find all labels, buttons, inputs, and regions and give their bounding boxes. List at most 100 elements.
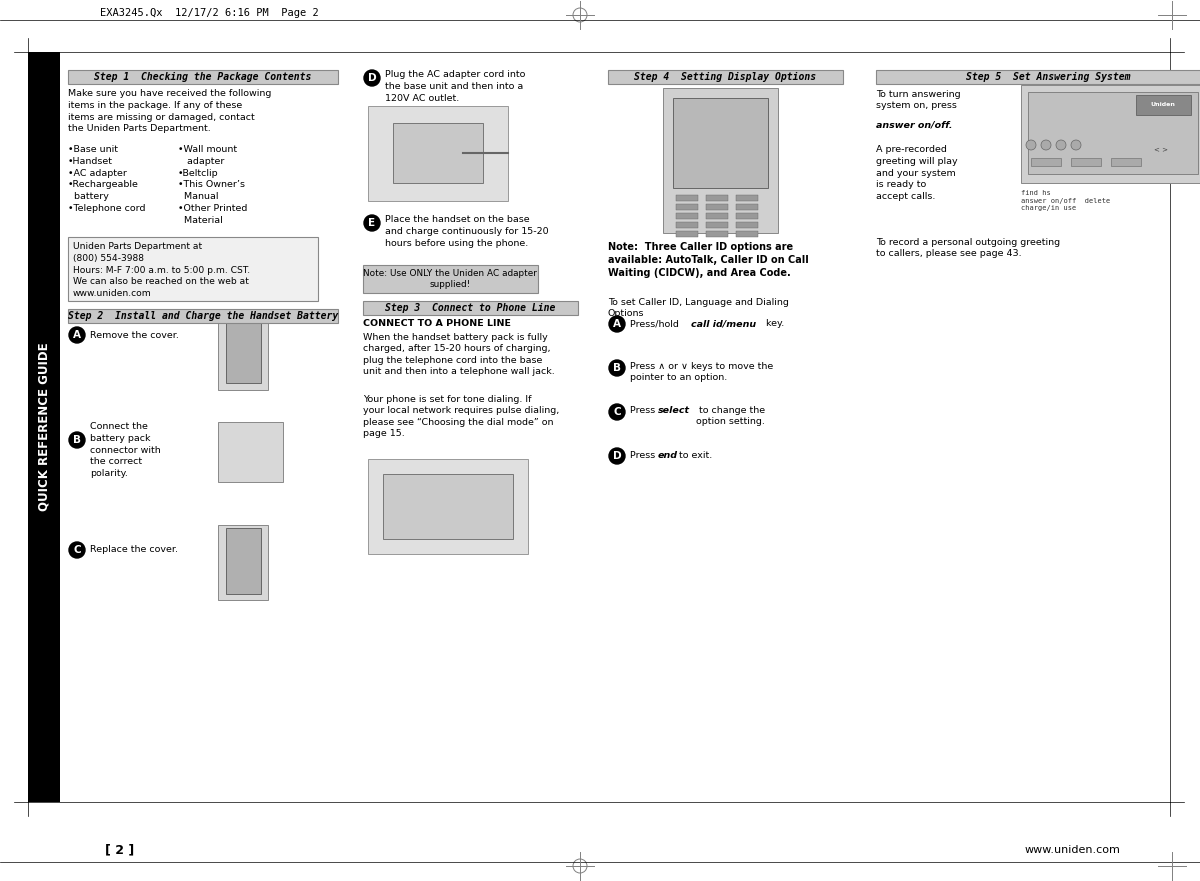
Text: C: C (613, 407, 620, 417)
Text: A pre-recorded
greeting will play
and your system
is ready to
accept calls.: A pre-recorded greeting will play and yo… (876, 145, 958, 201)
Text: Plug the AC adapter cord into
the base unit and then into a
120V AC outlet.: Plug the AC adapter cord into the base u… (385, 70, 526, 102)
Bar (383, 474, 514, 539)
Text: Step 3  Connect to Phone Line: Step 3 Connect to Phone Line (385, 303, 556, 313)
Circle shape (70, 542, 85, 558)
Text: To set Caller ID, Language and Dialing
Options: To set Caller ID, Language and Dialing O… (608, 298, 788, 318)
Text: end: end (658, 451, 678, 461)
Bar (368, 459, 528, 554)
Text: Your phone is set for tone dialing. If
your local network requires pulse dialing: Your phone is set for tone dialing. If y… (364, 395, 559, 439)
Bar (364, 301, 578, 315)
Bar (218, 525, 268, 600)
Bar (1136, 95, 1190, 115)
Text: [ 2 ]: [ 2 ] (106, 843, 134, 856)
Circle shape (364, 70, 380, 86)
Text: Press: Press (630, 451, 659, 461)
Text: C: C (73, 545, 80, 555)
Bar (608, 70, 842, 84)
Bar (706, 195, 728, 201)
Text: Note: Use ONLY the Uniden AC adapter
supplied!: Note: Use ONLY the Uniden AC adapter sup… (364, 269, 536, 289)
Text: Step 2  Install and Charge the Handset Battery: Step 2 Install and Charge the Handset Ba… (68, 311, 338, 321)
Circle shape (1056, 140, 1066, 150)
Text: Note:  Three Caller ID options are
available: AutoTalk, Caller ID on Call
Waitin: Note: Three Caller ID options are availa… (608, 242, 809, 278)
Text: Press ∧ or ∨ keys to move the
pointer to an option.: Press ∧ or ∨ keys to move the pointer to… (630, 362, 773, 382)
Bar (1072, 158, 1102, 166)
Bar (676, 222, 698, 228)
Bar (68, 237, 318, 301)
Text: To record a personal outgoing greeting
to callers, please see page 43.: To record a personal outgoing greeting t… (876, 238, 1060, 258)
Text: D: D (367, 73, 377, 83)
Text: CONNECT TO A PHONE LINE: CONNECT TO A PHONE LINE (364, 319, 511, 328)
Text: Press/hold: Press/hold (630, 320, 682, 329)
Text: Connect the
battery pack
connector with
the correct
polarity.: Connect the battery pack connector with … (90, 422, 161, 478)
Bar (28, 52, 60, 802)
Text: select: select (658, 406, 690, 415)
Circle shape (364, 215, 380, 231)
Text: Step 4  Setting Display Options: Step 4 Setting Display Options (635, 72, 816, 82)
Text: Step 5  Set Answering System: Step 5 Set Answering System (966, 72, 1130, 82)
Bar (364, 265, 538, 293)
Text: < >: < > (1154, 147, 1168, 153)
Text: EXA3245.Qx  12/17/2 6:16 PM  Page 2: EXA3245.Qx 12/17/2 6:16 PM Page 2 (100, 8, 319, 18)
Text: key.: key. (763, 320, 785, 329)
Bar (1031, 158, 1061, 166)
Bar (736, 222, 758, 228)
Bar (736, 195, 758, 201)
Text: B: B (73, 435, 82, 445)
Circle shape (610, 360, 625, 376)
Circle shape (1072, 140, 1081, 150)
Bar (706, 222, 728, 228)
Text: Step 1  Checking the Package Contents: Step 1 Checking the Package Contents (95, 72, 312, 82)
Text: E: E (368, 218, 376, 228)
Bar (706, 204, 728, 210)
Circle shape (610, 448, 625, 464)
Text: Make sure you have received the following
items in the package. If any of these
: Make sure you have received the followin… (68, 89, 271, 133)
Polygon shape (226, 313, 262, 383)
Text: D: D (613, 451, 622, 461)
Text: A: A (613, 319, 622, 329)
Bar (368, 106, 508, 201)
Bar (736, 204, 758, 210)
Text: QUICK REFERENCE GUIDE: QUICK REFERENCE GUIDE (37, 343, 50, 511)
Text: www.uniden.com: www.uniden.com (1024, 845, 1120, 855)
Polygon shape (226, 528, 262, 594)
Bar (676, 213, 698, 219)
Bar (706, 231, 728, 237)
Bar (736, 213, 758, 219)
Text: •Wall mount
   adapter
•Beltclip
•This Owner’s
  Manual
•Other Printed
  Materia: •Wall mount adapter •Beltclip •This Owne… (178, 145, 247, 225)
Circle shape (610, 404, 625, 420)
Bar (394, 123, 482, 183)
Text: to exit.: to exit. (676, 451, 713, 461)
Bar (218, 310, 268, 390)
Circle shape (70, 327, 85, 343)
Circle shape (1026, 140, 1036, 150)
Text: Uniden Parts Department at
(800) 554-3988
Hours: M-F 7:00 a.m. to 5:00 p.m. CST.: Uniden Parts Department at (800) 554-398… (73, 242, 250, 298)
Bar (736, 231, 758, 237)
Text: call id/menu: call id/menu (691, 320, 756, 329)
Bar (876, 70, 1200, 84)
Text: Place the handset on the base
and charge continuously for 15-20
hours before usi: Place the handset on the base and charge… (385, 215, 548, 248)
Text: find hs
answer on/off  delete
charge/in use: find hs answer on/off delete charge/in u… (1021, 190, 1110, 211)
Circle shape (1042, 140, 1051, 150)
Bar (706, 213, 728, 219)
Bar (1111, 158, 1141, 166)
Bar (676, 195, 698, 201)
Text: A: A (73, 330, 82, 340)
Bar (676, 231, 698, 237)
Text: answer on/off.: answer on/off. (876, 120, 953, 129)
Text: Press: Press (630, 406, 659, 415)
Text: to change the
option setting.: to change the option setting. (696, 406, 766, 426)
Bar (1028, 92, 1198, 174)
Bar (1021, 85, 1200, 183)
Text: To turn answering
system on, press: To turn answering system on, press (876, 90, 961, 110)
Bar (68, 309, 338, 323)
Bar (68, 70, 338, 84)
Bar (28, 52, 1170, 802)
Text: B: B (613, 363, 622, 373)
Text: •Base unit
•Handset
•AC adapter
•Rechargeable
  battery
•Telephone cord: •Base unit •Handset •AC adapter •Recharg… (68, 145, 145, 213)
Circle shape (70, 432, 85, 448)
Text: Replace the cover.: Replace the cover. (90, 545, 178, 554)
Bar (676, 204, 698, 210)
Bar (218, 422, 283, 482)
Bar (662, 88, 778, 233)
Bar (673, 98, 768, 188)
